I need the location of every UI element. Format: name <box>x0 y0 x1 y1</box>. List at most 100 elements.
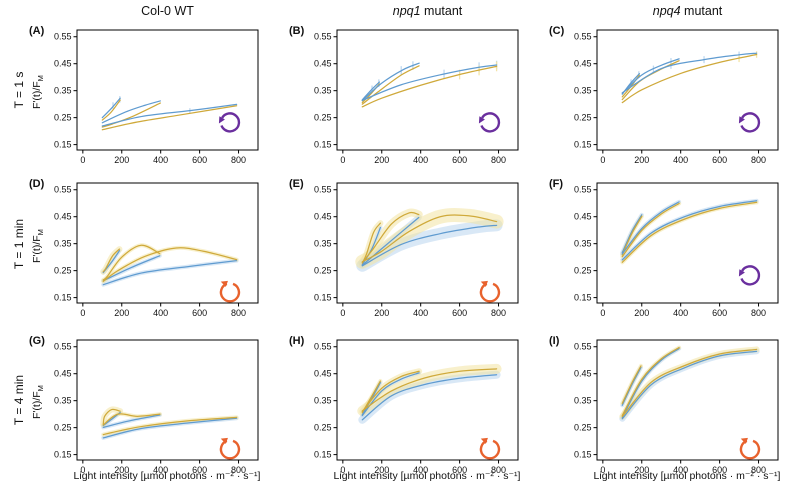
x-tick-label: 200 <box>634 308 649 318</box>
series-line-up-scan-max200 <box>621 366 642 406</box>
y-tick-label: 0.35 <box>54 239 72 249</box>
x-tick-label: 400 <box>413 465 428 475</box>
x-tick-label: 200 <box>634 155 649 165</box>
y-tick-label: 0.15 <box>54 450 72 460</box>
cycle-direction-icon <box>738 265 761 286</box>
x-tick-label: 200 <box>374 308 389 318</box>
panel-label-B: (B) <box>289 25 305 37</box>
panel-G-plot: 0.55 0.45 0.35 0.25 0.15 0 200 400 600 800 <box>54 339 259 475</box>
y-tick-label: 0.35 <box>314 239 332 249</box>
axes: 0.55 0.45 0.35 0.25 0.15 0 200 400 600 800 <box>314 182 519 318</box>
column-title-text: npq4 <box>652 4 681 18</box>
y-tick-label: 0.45 <box>574 59 592 69</box>
cycle-direction-icon <box>479 280 501 303</box>
x-tick-label: 200 <box>374 465 389 475</box>
x-tick-label: 600 <box>712 155 727 165</box>
axes: 0.55 0.45 0.35 0.25 0.15 0 200 400 600 800 <box>54 182 259 318</box>
x-tick-label: 400 <box>153 155 168 165</box>
series-line-up-scan-max400 <box>361 216 420 266</box>
panel-D-plot: 0.55 0.45 0.35 0.25 0.15 0 200 400 600 800 <box>54 182 259 318</box>
cycle-direction-icon <box>219 437 241 460</box>
panel-label-E: (E) <box>289 178 304 190</box>
y-tick-label: 0.15 <box>54 140 72 150</box>
y-tick-label: 0.45 <box>314 59 332 69</box>
series-curves <box>357 363 502 424</box>
series-line-down-scan-max800 <box>101 105 238 131</box>
x-tick-label: 0 <box>80 155 85 165</box>
panel-H-plot: 0.55 0.45 0.35 0.25 0.15 0 200 400 600 800 <box>314 339 519 475</box>
column-title-npq4: npq4 mutant <box>597 4 778 18</box>
y-tick-label: 0.45 <box>54 212 72 222</box>
y-tick-label: 0.15 <box>54 293 72 303</box>
y-tick-label: 0.15 <box>314 140 332 150</box>
series-curves <box>355 208 504 272</box>
panel-A-plot: 0.55 0.45 0.35 0.25 0.15 0 200 400 600 800 <box>54 29 259 165</box>
series-line-up-scan-max200 <box>101 97 121 119</box>
y-tick-label: 0.35 <box>54 86 72 96</box>
x-tick-label: 600 <box>192 308 207 318</box>
x-axis-label-col3: Light intensity [µmol photons · m⁻² · s⁻… <box>593 470 781 482</box>
y-tick-label: 0.25 <box>54 423 72 433</box>
x-tick-label: 600 <box>452 155 467 165</box>
column-title-text: mutant <box>420 4 463 18</box>
x-tick-label: 800 <box>231 155 246 165</box>
cycle-direction-icon <box>219 280 241 303</box>
panel-E-plot: 0.55 0.45 0.35 0.25 0.15 0 200 400 600 800 <box>314 182 519 318</box>
y-tick-label: 0.25 <box>574 113 592 123</box>
series-line-up-scan-max800 <box>361 224 498 267</box>
series-line-up-scan-max200 <box>621 214 643 254</box>
x-tick-label: 600 <box>712 308 727 318</box>
series-line-down-scan-max200 <box>102 248 121 273</box>
series-curves <box>361 60 498 108</box>
x-tick-label: 800 <box>491 465 506 475</box>
x-tick-label: 0 <box>600 465 605 475</box>
x-tick-label: 0 <box>600 155 605 165</box>
series-line-down-scan-max800 <box>361 214 498 263</box>
y-tick-label: 0.25 <box>314 266 332 276</box>
y-tick-label: 0.15 <box>314 293 332 303</box>
panel-B-plot: 0.55 0.45 0.35 0.25 0.15 0 200 400 600 800 <box>314 29 519 165</box>
series-line-down-scan-max800 <box>621 201 758 263</box>
x-tick-label: 800 <box>751 155 766 165</box>
panel-label-F: (F) <box>549 178 564 190</box>
panel-label-D: (D) <box>29 178 45 190</box>
y-tick-label: 0.25 <box>574 266 592 276</box>
x-tick-label: 400 <box>673 465 688 475</box>
cycle-direction-icon <box>739 437 761 460</box>
x-axis-label-col1: Light intensity [µmol photons · m⁻² · s⁻… <box>73 470 261 482</box>
x-axis-label-col2: Light intensity [µmol photons · m⁻² · s⁻… <box>333 470 521 482</box>
series-line-down-scan-max400 <box>621 202 680 258</box>
y-tick-label: 0.35 <box>314 396 332 406</box>
series-line-up-scan-max400 <box>102 255 161 282</box>
y-tick-label: 0.25 <box>54 266 72 276</box>
axes: 0.55 0.45 0.35 0.25 0.15 0 200 400 600 800 <box>314 29 519 165</box>
x-tick-label: 200 <box>114 155 129 165</box>
series-curves <box>100 406 239 440</box>
panel-label-C: (C) <box>549 25 565 37</box>
y-tick-label: 0.15 <box>574 450 592 460</box>
y-tick-label: 0.15 <box>574 293 592 303</box>
series-line-up-scan-max800 <box>102 417 238 439</box>
column-title-text: mutant <box>680 4 723 18</box>
series-line-up-scan-max400 <box>621 58 680 94</box>
series-line-up-scan-max400 <box>621 201 680 255</box>
x-tick-label: 200 <box>634 465 649 475</box>
series-line-up-scan-max800 <box>361 64 498 102</box>
series-line-up-scan-max200 <box>361 381 382 416</box>
y-tick-label: 0.35 <box>574 239 592 249</box>
x-tick-label: 600 <box>192 155 207 165</box>
y-tick-label: 0.55 <box>574 32 592 42</box>
x-tick-label: 0 <box>340 155 345 165</box>
y-tick-label: 0.55 <box>314 342 332 352</box>
x-tick-label: 400 <box>153 308 168 318</box>
cycle-direction-icon <box>738 112 761 133</box>
axes: 0.55 0.45 0.35 0.25 0.15 0 200 400 600 800 <box>54 339 259 475</box>
series-curves <box>619 345 760 422</box>
y-tick-label: 0.25 <box>54 113 72 123</box>
y-tick-label: 0.45 <box>314 212 332 222</box>
x-tick-label: 0 <box>80 308 85 318</box>
axes: 0.55 0.45 0.35 0.25 0.15 0 200 400 600 800 <box>574 339 779 475</box>
panel-F-plot: 0.55 0.45 0.35 0.25 0.15 0 200 400 600 800 <box>574 182 779 318</box>
series-line-down-scan-max400 <box>361 65 420 105</box>
